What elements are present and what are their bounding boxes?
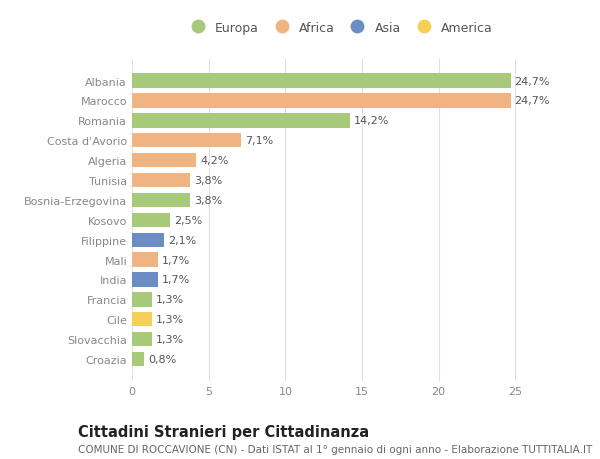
Text: 1,3%: 1,3% [156, 335, 184, 344]
Text: 7,1%: 7,1% [245, 136, 273, 146]
Bar [132, 174, 190, 188]
Bar [132, 74, 511, 89]
Bar [132, 292, 152, 307]
Text: 1,3%: 1,3% [156, 295, 184, 305]
Bar [132, 273, 158, 287]
Bar [132, 154, 196, 168]
Bar [132, 253, 158, 267]
Text: Cittadini Stranieri per Cittadinanza: Cittadini Stranieri per Cittadinanza [78, 425, 369, 440]
Text: 2,5%: 2,5% [174, 215, 202, 225]
Text: 2,1%: 2,1% [168, 235, 196, 245]
Bar [132, 213, 170, 228]
Bar [132, 94, 511, 108]
Text: 3,8%: 3,8% [194, 196, 223, 206]
Text: 1,3%: 1,3% [156, 314, 184, 325]
Text: 24,7%: 24,7% [515, 96, 550, 106]
Bar [132, 193, 190, 207]
Text: 4,2%: 4,2% [200, 156, 229, 166]
Bar [132, 134, 241, 148]
Bar [132, 352, 144, 366]
Text: 1,7%: 1,7% [162, 275, 190, 285]
Text: 3,8%: 3,8% [194, 176, 223, 185]
Text: COMUNE DI ROCCAVIONE (CN) - Dati ISTAT al 1° gennaio di ogni anno - Elaborazione: COMUNE DI ROCCAVIONE (CN) - Dati ISTAT a… [78, 444, 592, 454]
Bar [132, 313, 152, 327]
Text: 14,2%: 14,2% [353, 116, 389, 126]
Legend: Europa, Africa, Asia, America: Europa, Africa, Asia, America [181, 18, 497, 38]
Bar [132, 233, 164, 247]
Bar [132, 114, 350, 128]
Text: 0,8%: 0,8% [148, 354, 176, 364]
Text: 1,7%: 1,7% [162, 255, 190, 265]
Bar [132, 332, 152, 347]
Text: 24,7%: 24,7% [515, 77, 550, 86]
